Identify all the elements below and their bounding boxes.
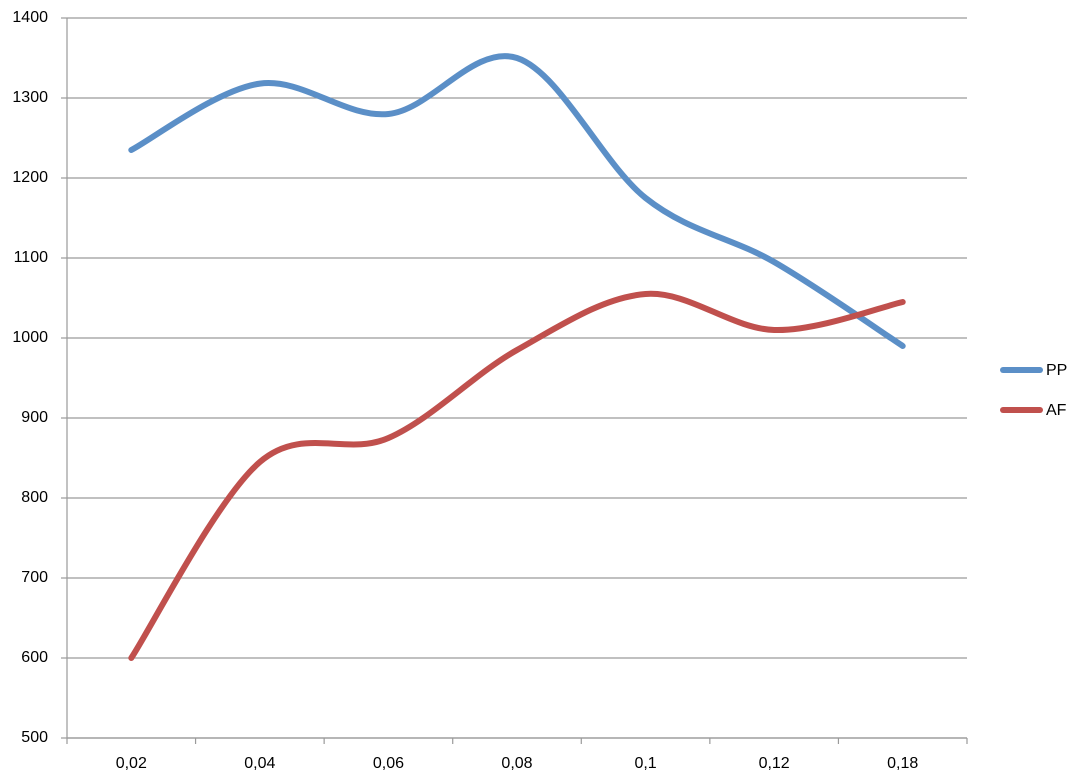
y-tick-label: 900 xyxy=(21,409,48,426)
x-tick-label: 0,1 xyxy=(634,755,656,772)
x-tick-label: 0,08 xyxy=(501,755,532,772)
x-tick-label: 0,12 xyxy=(759,755,790,772)
y-tick-label: 1300 xyxy=(12,89,48,106)
x-tick-label: 0,18 xyxy=(887,755,918,772)
x-tick-label: 0,04 xyxy=(244,755,275,772)
y-tick-label: 1200 xyxy=(12,169,48,186)
y-tick-label: 1400 xyxy=(12,9,48,26)
y-tick-label: 1000 xyxy=(12,329,48,346)
series-line xyxy=(128,290,906,661)
series-line xyxy=(128,53,906,349)
x-tick-label: 0,02 xyxy=(116,755,147,772)
y-tick-label: 700 xyxy=(21,569,48,586)
y-tick-label: 600 xyxy=(21,649,48,666)
legend-label: PP xyxy=(1046,362,1067,379)
x-tick-label: 0,06 xyxy=(373,755,404,772)
legend-label: AF xyxy=(1046,402,1067,419)
y-tick-label: 500 xyxy=(21,729,48,746)
y-tick-label: 1100 xyxy=(14,249,49,266)
y-tick-label: 800 xyxy=(21,489,48,506)
